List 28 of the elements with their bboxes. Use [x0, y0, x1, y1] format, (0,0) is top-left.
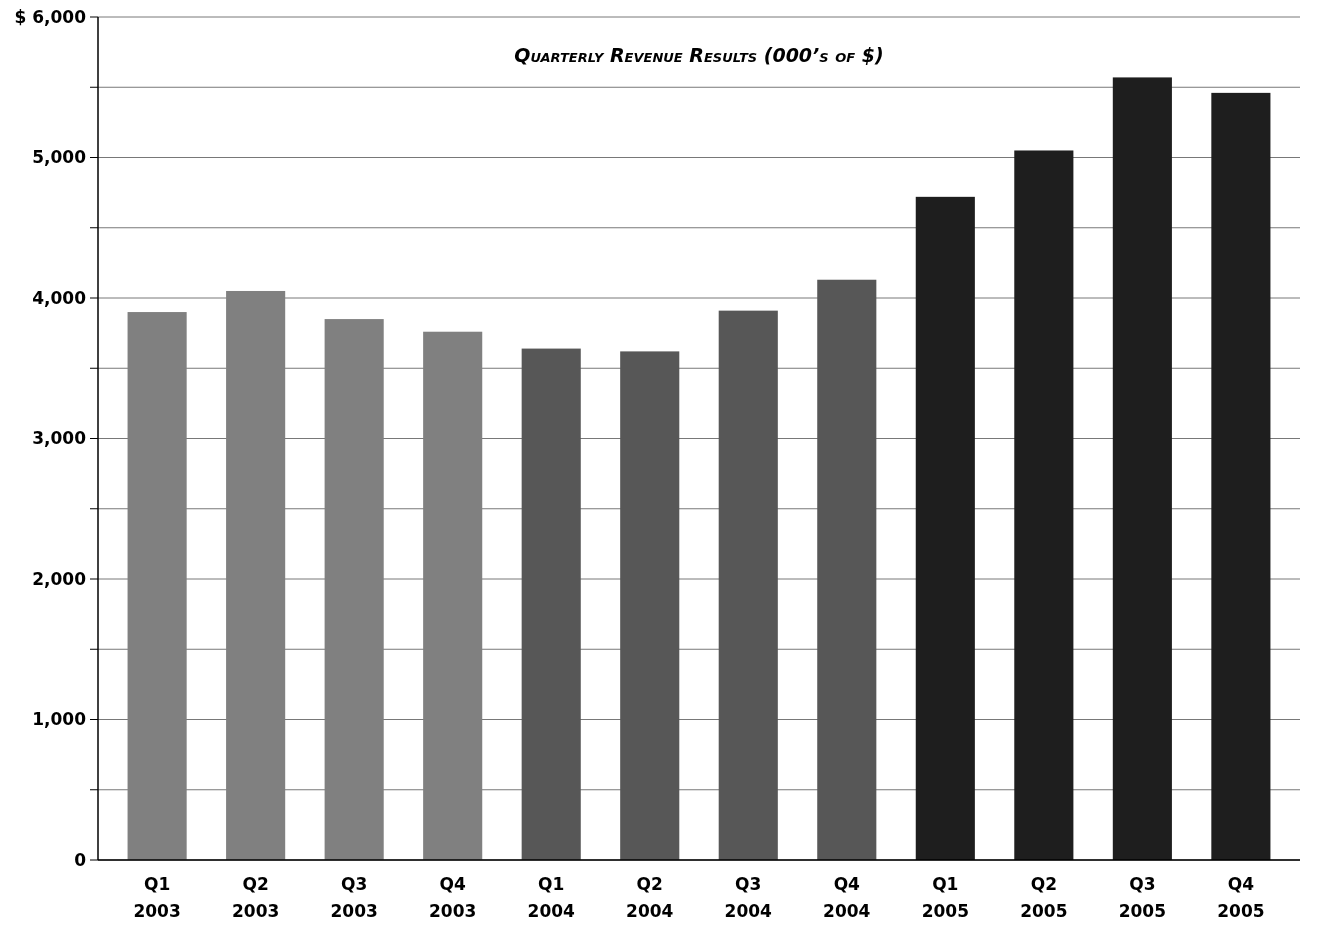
y-tick-label: 3,000	[32, 428, 87, 449]
y-tick-label: 0	[74, 849, 87, 870]
x-tick-label: Q2 2004	[626, 874, 674, 921]
x-tick-label: Q1 2003	[133, 874, 181, 921]
bar	[1014, 150, 1074, 860]
bar	[226, 290, 286, 860]
bar	[423, 331, 483, 860]
y-tick-label: 4,000	[32, 287, 87, 308]
x-tick-label: Q4 2004	[823, 874, 871, 921]
y-tick-label: 1,000	[32, 709, 87, 730]
bar	[1112, 77, 1172, 860]
x-tick-label: Q4 2003	[429, 874, 477, 921]
bar	[1211, 92, 1271, 860]
x-tick-label: Q3 2003	[330, 874, 378, 921]
y-tick-label: $ 6,000	[14, 6, 87, 27]
x-tick-label: Q2 2005	[1020, 874, 1068, 921]
x-tick-label: Q2 2003	[231, 874, 280, 921]
bar	[127, 312, 187, 860]
x-tick-label: Q3 2004	[724, 874, 773, 921]
y-tick-label: 5,000	[32, 147, 87, 168]
x-tick-label: Q1 2004	[527, 874, 576, 921]
x-tick-label: Q4 2005	[1217, 874, 1265, 921]
x-tick-label: Q1 2005	[921, 874, 969, 921]
x-tick-label: Q3 2005	[1118, 874, 1167, 921]
text: Quarterly Revenue Results (000’s of $)	[514, 44, 884, 66]
bar	[915, 196, 975, 860]
y-tick-label: 2,000	[32, 568, 87, 589]
bar	[324, 319, 384, 860]
